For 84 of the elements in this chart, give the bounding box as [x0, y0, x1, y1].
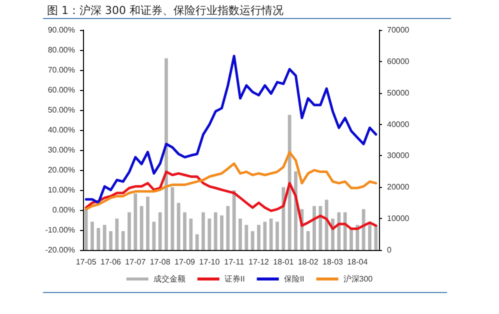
bar	[263, 222, 267, 250]
bar	[337, 212, 341, 250]
bar	[362, 209, 366, 250]
y-tick-label: -10.00%	[45, 226, 75, 234]
x-tick-label: 17-09	[174, 258, 196, 266]
y-tick-label: 80.00%	[48, 46, 75, 54]
bar	[202, 212, 205, 250]
y-tick-label: 30.00%	[48, 146, 75, 154]
y-tick-label: 0.00%	[52, 206, 75, 214]
legend-label: 沪深300	[343, 274, 374, 284]
y2-tick-label: 50000	[387, 88, 410, 98]
bar	[158, 212, 162, 250]
bar	[250, 231, 254, 250]
bar	[232, 190, 236, 250]
bar	[164, 58, 168, 250]
chart-title: 图 1：沪深 300 和证券、保险行业指数运行情况	[43, 3, 451, 19]
bar	[220, 215, 224, 250]
bar	[269, 218, 273, 250]
bar	[84, 209, 88, 250]
bar	[146, 196, 150, 250]
bar	[96, 228, 100, 250]
bar	[134, 193, 138, 250]
bar	[121, 231, 125, 250]
x-tick-label: 18-01	[273, 258, 294, 266]
bar	[350, 228, 353, 250]
bar	[343, 212, 347, 250]
bar	[208, 218, 212, 250]
bar	[109, 231, 112, 250]
x-tick-label: 17-12	[248, 258, 270, 266]
line-series	[84, 54, 378, 204]
y2-tick-label: 60000	[387, 56, 410, 66]
y-tick-label: 70.00%	[48, 66, 75, 74]
bar	[214, 212, 218, 250]
bar	[140, 206, 144, 250]
y-tick-label: 10.00%	[48, 186, 75, 194]
bar	[318, 206, 322, 250]
bar	[244, 224, 248, 250]
bar	[226, 206, 230, 250]
legend-label: 成交金额	[153, 274, 186, 284]
line-series	[84, 170, 378, 230]
bar	[195, 234, 199, 250]
bar	[189, 218, 193, 250]
bar	[368, 224, 372, 250]
bar	[170, 187, 174, 250]
bar	[374, 224, 378, 250]
line-series	[84, 150, 378, 210]
x-tick-label: 18-02	[298, 258, 319, 266]
x-tick-label: 17-08	[150, 258, 171, 266]
y-tick-label: -20.00%	[45, 246, 75, 254]
bar	[312, 206, 316, 250]
y2-tick-label: 20000	[387, 182, 410, 192]
bar	[238, 218, 242, 250]
bar	[306, 231, 310, 250]
x-tick-label: 17-06	[100, 258, 122, 266]
bar	[128, 212, 131, 250]
y2-tick-label: 30000	[387, 151, 410, 160]
bar	[90, 222, 94, 250]
x-tick-label: 17-10	[199, 258, 220, 266]
y2-tick-label: 0	[387, 246, 392, 254]
x-tick-label: 17-05	[76, 258, 97, 266]
x-tick-label: 17-07	[125, 258, 146, 266]
y-tick-label: 90.00%	[48, 26, 75, 34]
y-tick-label: 60.00%	[48, 86, 75, 94]
bar	[324, 200, 328, 250]
bar	[282, 187, 286, 250]
y2-tick-label: 40000	[387, 120, 410, 129]
bar	[276, 222, 279, 250]
bar	[152, 222, 156, 250]
bar	[176, 202, 180, 250]
y-tick-label: 20.00%	[48, 166, 75, 174]
x-tick-label: 17-11	[224, 258, 245, 266]
bar	[183, 212, 186, 250]
bar	[115, 218, 119, 250]
x-tick-label: 18-04	[347, 258, 368, 266]
y2-tick-label: 10000	[387, 214, 410, 224]
bar	[288, 114, 292, 250]
bar	[257, 224, 260, 250]
y-tick-label: 50.00%	[48, 106, 75, 114]
x-tick-label: 18-03	[322, 258, 344, 266]
legend-label: 证券II	[224, 274, 245, 284]
legend-label: 保险II	[284, 274, 304, 284]
bar	[102, 224, 106, 250]
y-tick-label: 40.00%	[48, 126, 75, 134]
y2-tick-label: 70000	[387, 26, 410, 34]
